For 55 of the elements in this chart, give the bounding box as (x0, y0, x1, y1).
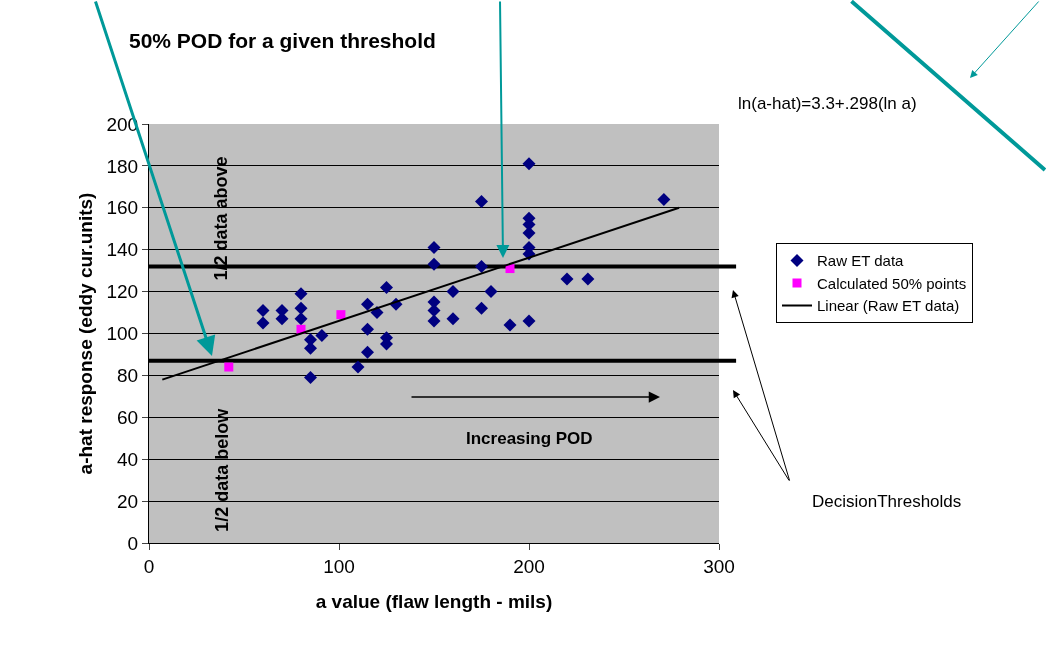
x-tick-label: 200 (513, 555, 545, 577)
point (256, 316, 270, 330)
y-tick-label: 0 (127, 532, 139, 554)
point (427, 314, 441, 328)
point (427, 257, 441, 271)
point (446, 312, 460, 326)
point (475, 259, 488, 273)
y-axis-title: a-hat response (eddy cur.units) (75, 192, 97, 475)
point (361, 297, 374, 311)
point (581, 272, 595, 286)
point (361, 345, 374, 359)
legend-label: Raw ET data (817, 252, 905, 270)
point (522, 314, 536, 328)
point (275, 312, 289, 326)
point (475, 301, 488, 315)
point (427, 241, 441, 255)
annotation: 1/2 data below (211, 407, 232, 532)
point (304, 371, 317, 384)
x-axis-title: a value (flaw length - mils) (315, 590, 553, 612)
point (380, 280, 393, 294)
point (256, 303, 270, 317)
point (294, 287, 308, 301)
annotation: Increasing POD (466, 429, 593, 448)
y-tick-label: 20 (117, 490, 139, 512)
point (315, 329, 329, 343)
point (522, 226, 536, 240)
x-tick-label: 300 (703, 555, 735, 577)
chart-title: 50% POD for a given threshold (128, 28, 436, 52)
point (446, 285, 460, 299)
y-tick-label: 140 (106, 239, 139, 261)
point (361, 322, 374, 336)
legend-label: Calculated 50% points (817, 274, 967, 292)
text: DecisionThresholds (812, 492, 962, 511)
y-tick-label: 180 (106, 155, 139, 177)
point (294, 312, 308, 326)
y-tick-label: 80 (117, 365, 139, 387)
x-tick-label: 100 (323, 555, 355, 577)
x-tick-label: 0 (143, 555, 155, 577)
point (224, 362, 234, 372)
point (336, 310, 346, 320)
point (294, 301, 308, 315)
text: ln(a-hat)=3.3+.298(ln a) (738, 94, 917, 113)
point (484, 285, 498, 299)
point (475, 195, 488, 209)
y-tick-label: 40 (117, 448, 139, 470)
point (351, 360, 365, 374)
point (522, 157, 536, 171)
point (503, 318, 517, 332)
point (560, 272, 574, 286)
y-tick-label: 160 (106, 197, 139, 219)
legend-label: Linear (Raw ET data) (817, 297, 960, 315)
point (657, 192, 671, 206)
y-tick-label: 60 (117, 406, 139, 428)
y-tick-label: 120 (106, 281, 139, 303)
y-tick-label: 100 (106, 323, 139, 345)
